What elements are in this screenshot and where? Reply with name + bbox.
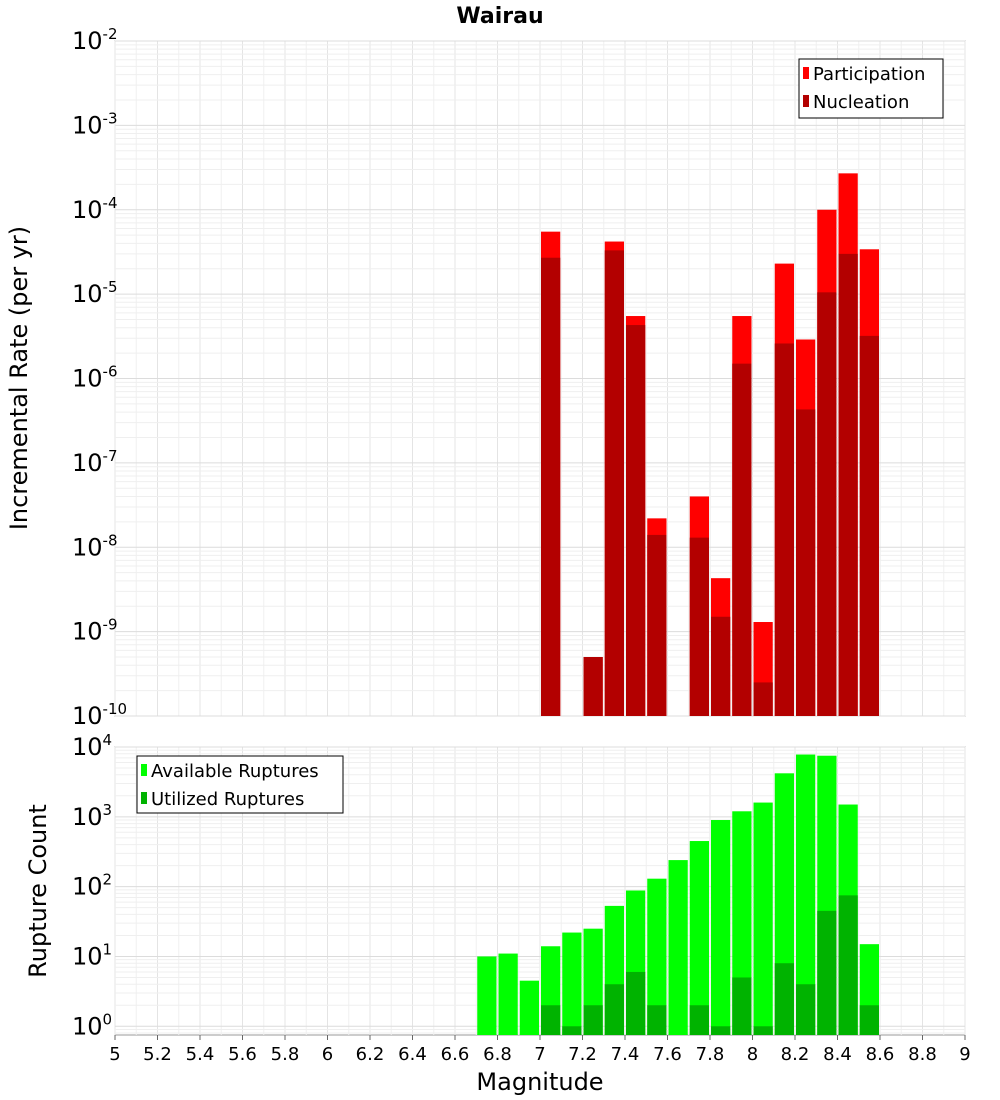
rupture-count-legend: Available Ruptures Utilized Ruptures (136, 755, 344, 814)
bar-available-ruptures (668, 860, 688, 1035)
bar-utilized-ruptures (796, 984, 816, 1035)
x-tick-label: 5.2 (143, 1044, 172, 1065)
bar-nucleation (541, 257, 561, 716)
x-tick-label: 8 (747, 1044, 758, 1065)
y-tick-label: 10-2 (72, 25, 118, 55)
legend-swatch (141, 764, 147, 776)
x-tick-label: 7.8 (696, 1044, 725, 1065)
y-tick-label: 103 (72, 801, 112, 831)
y-tick-label: 10-8 (72, 531, 118, 561)
bar-available-ruptures (689, 841, 709, 1035)
legend-label: Available Ruptures (151, 761, 319, 782)
bar-utilized-ruptures (647, 1005, 667, 1035)
bar-utilized-ruptures (859, 1005, 879, 1035)
bar-nucleation (796, 409, 816, 716)
bar-nucleation (604, 250, 624, 717)
bar-nucleation (859, 335, 879, 716)
bar-nucleation (689, 537, 709, 716)
legend-box (798, 58, 944, 119)
x-tick-label: 5.4 (186, 1044, 215, 1065)
x-tick-label: 8.4 (823, 1044, 852, 1065)
y-tick-label: 100 (72, 1010, 112, 1040)
bar-available-ruptures (711, 820, 731, 1035)
bar-available-ruptures (562, 932, 582, 1035)
bar-utilized-ruptures (774, 963, 794, 1035)
y-tick-label: 10-6 (72, 363, 118, 393)
x-tick-label: 6.2 (356, 1044, 385, 1065)
x-tick-label: 5 (109, 1044, 120, 1065)
y-tick-label: 10-10 (72, 700, 127, 730)
bar-utilized-ruptures (604, 984, 624, 1035)
x-tick-label: 5.6 (228, 1044, 257, 1065)
x-tick-label: 5.8 (271, 1044, 300, 1065)
legend-label: Utilized Ruptures (151, 789, 304, 810)
bar-nucleation (711, 616, 731, 716)
legend-box (136, 755, 344, 814)
x-tick-label: 7.4 (611, 1044, 640, 1065)
y-tick-label: 10-3 (72, 109, 118, 139)
bar-available-ruptures (796, 754, 816, 1035)
chart-title: Wairau (456, 4, 543, 29)
x-tick-label: 7.6 (653, 1044, 682, 1065)
x-tick-label: 8.6 (866, 1044, 895, 1065)
incremental-rate-bars (541, 173, 879, 717)
legend-swatch (141, 792, 147, 804)
magnitude-x-axis-label: Magnitude (476, 1068, 603, 1096)
bar-nucleation (626, 325, 646, 716)
bar-utilized-ruptures (626, 971, 646, 1035)
bar-utilized-ruptures (689, 1005, 709, 1035)
bar-nucleation (732, 363, 752, 716)
legend-swatch (803, 67, 809, 79)
incremental-rate-grid (114, 40, 966, 717)
bar-utilized-ruptures (583, 1005, 603, 1035)
legend-swatch (803, 95, 809, 107)
rupture-count-y-axis-label: Rupture Count (24, 804, 52, 978)
x-tick-label: 6.4 (398, 1044, 427, 1065)
rupture-count-panel: 100 101 102 103 104 5 5.2 5.4 5.6 5.8 6 6.2 6.4 6.6 6… (24, 731, 971, 1096)
bar-utilized-ruptures (817, 910, 837, 1035)
bar-utilized-ruptures (562, 1026, 582, 1035)
bar-available-ruptures (647, 878, 667, 1035)
x-tick-label: 8.2 (781, 1044, 810, 1065)
y-tick-label: 102 (72, 871, 112, 901)
x-tick-label: 6.8 (483, 1044, 512, 1065)
magnitude-x-ticks: 5 5.2 5.4 5.6 5.8 6 6.2 6.4 6.6 6.8 7 7.2 7.4 7.6 7.8 8… (109, 1035, 971, 1065)
bar-utilized-ruptures (711, 1026, 731, 1035)
incremental-rate-y-ticks: 10-10 10-9 10-8 10-7 10-6 10-5 10-4 10-3 10-2 (72, 25, 127, 730)
bar-nucleation (817, 292, 837, 716)
y-tick-label: 10-5 (72, 278, 118, 308)
legend-label: Nucleation (813, 92, 909, 113)
bar-available-ruptures (498, 953, 518, 1035)
y-tick-label: 10-4 (72, 194, 118, 224)
bar-nucleation (753, 682, 773, 716)
bar-available-ruptures (519, 980, 539, 1035)
x-tick-label: 7.2 (568, 1044, 597, 1065)
bar-utilized-ruptures (753, 1026, 773, 1035)
bar-nucleation (774, 343, 794, 716)
bar-utilized-ruptures (838, 895, 858, 1035)
bar-nucleation (838, 253, 858, 716)
x-tick-label: 8.8 (908, 1044, 937, 1065)
incremental-rate-legend: Participation Nucleation (798, 58, 944, 119)
bar-utilized-ruptures (541, 1005, 561, 1035)
legend-label: Participation (813, 64, 925, 85)
y-tick-label: 101 (72, 940, 112, 970)
rupture-count-bars (477, 754, 879, 1035)
y-tick-label: 10-7 (72, 447, 118, 477)
incremental-rate-panel: 10-10 10-9 10-8 10-7 10-6 10-5 10-4 10-3 10-2 In… (5, 25, 966, 730)
x-tick-label: 9 (959, 1044, 970, 1065)
incremental-rate-y-axis-label: Incremental Rate (per yr) (5, 226, 33, 530)
bar-utilized-ruptures (732, 977, 752, 1035)
bar-nucleation (583, 657, 603, 716)
y-tick-label: 104 (72, 731, 112, 761)
bar-nucleation (647, 534, 667, 716)
bar-available-ruptures (753, 802, 773, 1035)
x-tick-label: 6.6 (441, 1044, 470, 1065)
x-tick-label: 7 (534, 1044, 545, 1065)
bar-available-ruptures (477, 956, 497, 1035)
rupture-count-y-ticks: 100 101 102 103 104 (72, 731, 112, 1040)
y-tick-label: 10-9 (72, 616, 118, 646)
x-tick-label: 6 (322, 1044, 333, 1065)
